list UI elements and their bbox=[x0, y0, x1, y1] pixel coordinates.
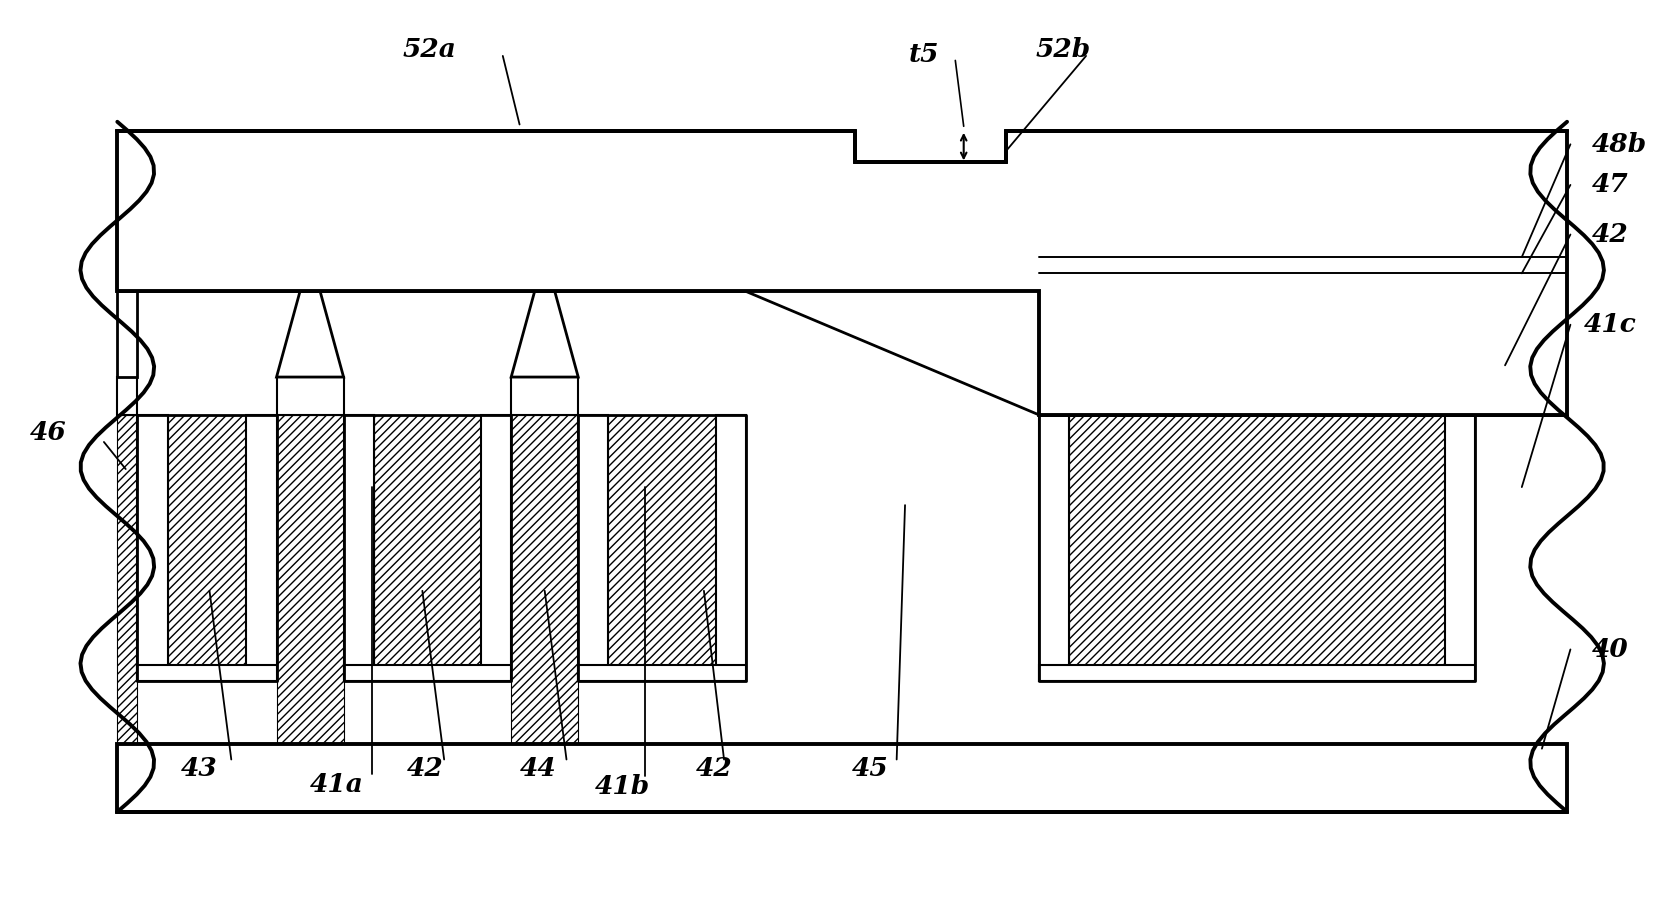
Polygon shape bbox=[246, 415, 277, 681]
Polygon shape bbox=[277, 377, 344, 415]
Text: 47: 47 bbox=[1592, 172, 1629, 198]
Polygon shape bbox=[481, 415, 511, 681]
Text: 41b: 41b bbox=[595, 774, 650, 799]
Text: 52a: 52a bbox=[402, 37, 456, 62]
Text: 40: 40 bbox=[1592, 637, 1629, 662]
Polygon shape bbox=[1039, 665, 1475, 681]
Polygon shape bbox=[511, 291, 578, 377]
Text: 42: 42 bbox=[407, 756, 444, 781]
Polygon shape bbox=[277, 415, 344, 744]
Polygon shape bbox=[716, 415, 746, 681]
Polygon shape bbox=[1069, 415, 1445, 665]
Polygon shape bbox=[608, 415, 716, 665]
Text: 44: 44 bbox=[520, 756, 556, 781]
Polygon shape bbox=[137, 415, 168, 681]
Text: 46: 46 bbox=[30, 420, 67, 446]
Polygon shape bbox=[344, 415, 374, 681]
Text: 43: 43 bbox=[181, 756, 218, 781]
Polygon shape bbox=[1445, 415, 1475, 681]
Polygon shape bbox=[117, 415, 137, 744]
Polygon shape bbox=[511, 377, 578, 415]
Polygon shape bbox=[117, 131, 1567, 415]
Text: 45: 45 bbox=[851, 756, 888, 781]
Polygon shape bbox=[344, 665, 511, 681]
Polygon shape bbox=[746, 415, 1039, 744]
Text: t5: t5 bbox=[908, 41, 939, 67]
Polygon shape bbox=[374, 415, 481, 665]
Polygon shape bbox=[117, 291, 137, 377]
Text: 52b: 52b bbox=[1036, 37, 1091, 62]
Text: 42: 42 bbox=[1592, 222, 1629, 247]
Text: 48b: 48b bbox=[1592, 132, 1648, 157]
Polygon shape bbox=[578, 415, 608, 681]
Polygon shape bbox=[1039, 392, 1475, 415]
Text: 41c: 41c bbox=[1584, 312, 1636, 337]
Text: 42: 42 bbox=[696, 756, 732, 781]
Polygon shape bbox=[117, 377, 137, 415]
Polygon shape bbox=[578, 665, 746, 681]
Polygon shape bbox=[277, 291, 344, 377]
Polygon shape bbox=[511, 415, 578, 744]
Polygon shape bbox=[1475, 415, 1567, 744]
Polygon shape bbox=[168, 415, 246, 665]
Polygon shape bbox=[137, 665, 277, 681]
Polygon shape bbox=[1039, 415, 1069, 681]
Polygon shape bbox=[117, 744, 1567, 812]
Text: 41a: 41a bbox=[310, 772, 364, 797]
